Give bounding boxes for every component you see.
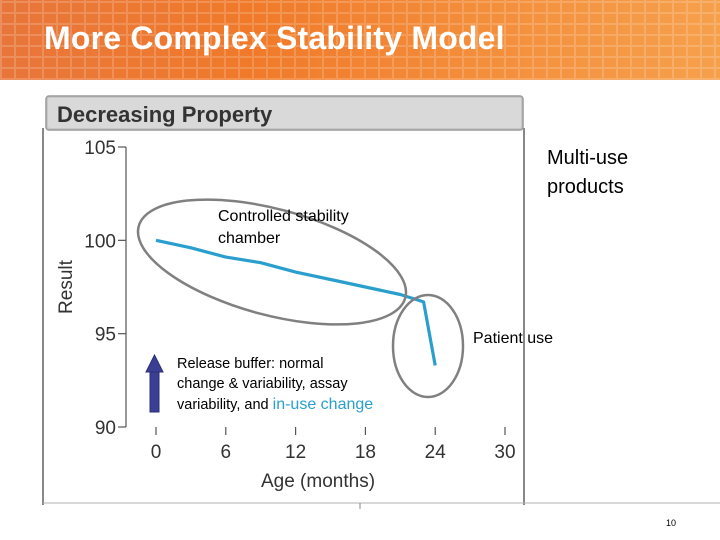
chart-title-bar: Decreasing Property [45,95,524,131]
x-tick-label: 30 [494,442,515,463]
release-buffer-arrow [145,353,164,413]
controlled-chamber-ellipse [136,198,408,326]
release-buffer-label-line2: change & variability, assay [177,376,348,392]
chart-title: Decreasing Property [57,102,273,127]
y-axis-label: Result [56,259,77,314]
y-ticks: 90 95 100 105 [84,138,126,439]
release-buffer-label-line3-prefix: variability, and [177,397,273,413]
y-tick-label: 105 [84,138,116,159]
y-tick-label: 95 [95,325,116,346]
x-axis-label: Age (months) [261,471,375,492]
release-buffer-label-line3: variability, and in-use change [177,396,373,413]
patient-use-label: Patient use [473,330,553,347]
slide-title: More Complex Stability Model [44,20,505,56]
multi-use-label-line2: products [547,176,624,198]
x-tick-label: 18 [355,442,376,463]
banner-texture [0,0,720,80]
controlled-chamber-label-line1: Controlled stability [218,208,349,225]
slide-number: 10 [666,518,677,528]
release-buffer-label-line1: Release buffer: normal [177,356,323,372]
x-tick-label: 0 [151,442,162,463]
release-buffer-highlight: in-use change [273,396,374,413]
title-banner: More Complex Stability Model [0,0,720,80]
patient-use-ellipse [391,293,465,399]
x-ticks: 0 6 12 18 24 30 [151,427,516,463]
y-tick-label: 90 [95,418,116,439]
controlled-chamber-label-line2: chamber [218,230,281,247]
x-tick-label: 12 [285,442,306,463]
x-tick-label: 24 [425,442,447,463]
multi-use-label-line1: Multi-use [547,147,628,169]
series-line [155,238,437,366]
x-tick-label: 6 [221,442,232,463]
y-tick-label: 100 [84,231,116,252]
